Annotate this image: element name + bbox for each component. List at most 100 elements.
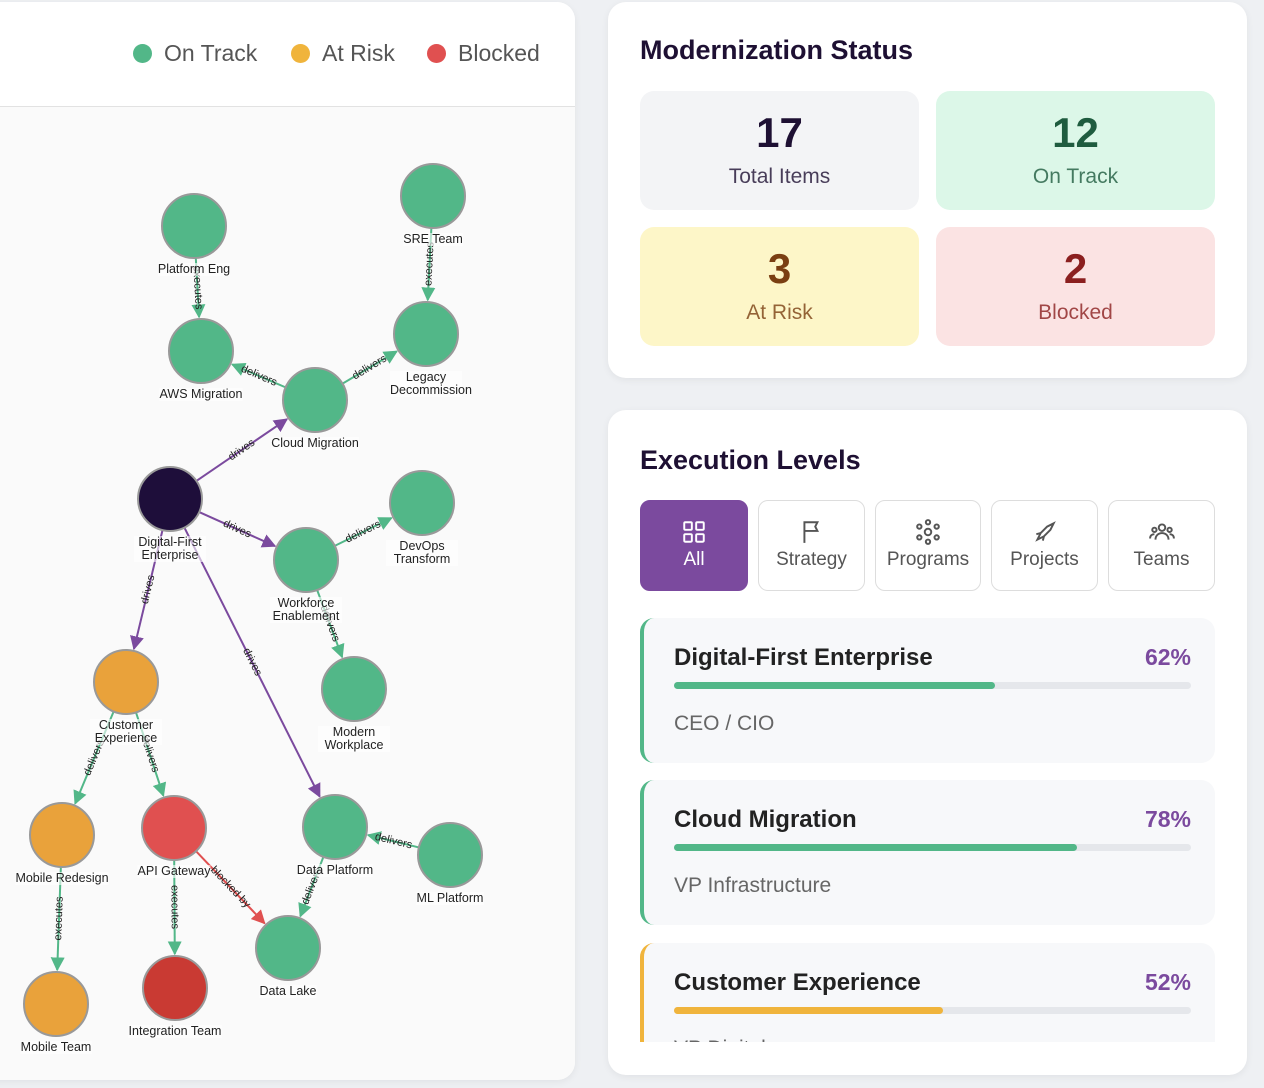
node[interactable] <box>161 193 227 259</box>
item-card[interactable]: Digital-First Enterprise 62% CEO / CIO <box>640 618 1215 763</box>
node-label: Mobile Redesign <box>15 871 109 885</box>
tab-icon <box>916 519 940 545</box>
item-name: Customer Experience <box>674 969 921 996</box>
tab[interactable]: Projects <box>991 500 1098 591</box>
node-label: Data Lake <box>259 984 317 998</box>
tab-label: Projects <box>1010 549 1079 570</box>
item-owner: VP Infrastructure <box>674 874 832 897</box>
item-owner: CEO / CIO <box>674 712 775 735</box>
tab-icon <box>1034 521 1056 542</box>
node[interactable] <box>302 794 368 860</box>
legend-label: Blocked <box>458 40 540 66</box>
node-label: Digital-First Enterprise <box>134 536 206 562</box>
node[interactable] <box>273 527 339 593</box>
tab[interactable]: Teams <box>1108 500 1215 591</box>
node-label: DevOps Transform <box>386 540 458 566</box>
items-clip: Digital-First Enterprise 62% CEO / CIO Clou… <box>640 618 1215 1042</box>
node-label: Mobile Team <box>20 1040 92 1054</box>
node-label: Integration Team <box>128 1024 222 1038</box>
node[interactable] <box>400 163 466 229</box>
node[interactable] <box>282 367 348 433</box>
edge <box>198 511 277 548</box>
node[interactable] <box>142 955 208 1021</box>
edge <box>195 418 289 482</box>
node[interactable] <box>321 656 387 722</box>
legend-dot <box>291 44 310 63</box>
item-card[interactable]: Cloud Migration 78% VP Infrastructure <box>640 780 1215 925</box>
node[interactable] <box>389 470 455 536</box>
tab[interactable]: All <box>640 500 748 591</box>
node-label: Legacy Decommission <box>390 370 472 397</box>
execution-title: Execution Levels <box>640 445 861 475</box>
node[interactable] <box>393 301 459 367</box>
progress-fill <box>674 844 1078 851</box>
node-label: SRE Team <box>403 232 463 246</box>
stat-value: 3 <box>767 245 792 292</box>
item-progress-label: 52% <box>1144 969 1191 995</box>
edge-label: executes <box>168 885 180 930</box>
node-label: API Gateway <box>137 864 211 878</box>
node[interactable] <box>93 649 159 715</box>
edge-label: executes <box>52 896 66 941</box>
node-label: ML Platform <box>416 891 484 905</box>
edge <box>183 527 321 798</box>
edge-label: executes <box>422 241 436 286</box>
node-label: Workforce Enablement <box>270 597 342 623</box>
node-label: AWS Migration <box>159 387 243 401</box>
edge <box>366 831 420 849</box>
progress-fill <box>674 1007 943 1014</box>
legend-item: On Track <box>133 40 257 67</box>
stat-value: 12 <box>1052 109 1099 156</box>
stat-box: 3 At Risk <box>640 227 919 346</box>
tab-icon <box>802 521 819 543</box>
tab-icon <box>683 521 705 543</box>
tab-label: Teams <box>1133 549 1190 570</box>
node[interactable] <box>29 802 95 868</box>
stat-label: Total Items <box>728 165 831 188</box>
edge-label: executes <box>190 265 204 310</box>
node-label: Platform Eng <box>157 262 231 276</box>
status-title: Modernization Status <box>640 35 914 65</box>
item-card[interactable]: Customer Experience 52% VP Digital <box>640 943 1215 1042</box>
legend-label: On Track <box>164 40 258 66</box>
node[interactable] <box>168 318 234 384</box>
legend-dot <box>427 44 446 63</box>
node[interactable] <box>141 795 207 861</box>
tab-label: Programs <box>886 549 970 570</box>
node-label: Cloud Migration <box>271 436 359 450</box>
edge <box>195 850 266 925</box>
legend-item: Blocked <box>427 40 540 67</box>
tab-label: Strategy <box>776 549 847 570</box>
stat-box: 2 Blocked <box>936 227 1215 346</box>
tab[interactable]: Programs <box>875 500 981 591</box>
edge <box>334 517 393 547</box>
node-label: Data Platform <box>296 863 374 877</box>
item-progress-label: 62% <box>1144 644 1191 670</box>
tab-icon <box>1148 523 1175 540</box>
tab[interactable]: Strategy <box>758 500 865 591</box>
legend-dot <box>133 44 152 63</box>
graph-panel: drives drives drives drives delivers delivers… <box>0 2 575 1080</box>
stat-label: Blocked <box>1038 301 1113 324</box>
stat-box: 12 On Track <box>936 91 1215 210</box>
progress-track <box>674 844 1191 851</box>
legend-bar <box>0 2 575 107</box>
node[interactable] <box>255 915 321 981</box>
item-progress-label: 78% <box>1144 806 1191 832</box>
item-name: Cloud Migration <box>674 806 857 833</box>
node[interactable] <box>23 971 89 1037</box>
legend-item: At Risk <box>291 40 395 67</box>
node[interactable] <box>137 466 203 532</box>
tab-label: All <box>683 549 705 570</box>
stat-value: 17 <box>756 109 803 156</box>
node-label: Modern Workplace <box>318 726 390 752</box>
progress-track <box>674 1007 1191 1014</box>
stat-label: On Track <box>1032 165 1119 188</box>
progress-fill <box>674 682 995 689</box>
progress-track <box>674 682 1191 689</box>
node[interactable] <box>417 822 483 888</box>
stat-label: At Risk <box>746 301 813 324</box>
stat-box: 17 Total Items <box>640 91 919 210</box>
